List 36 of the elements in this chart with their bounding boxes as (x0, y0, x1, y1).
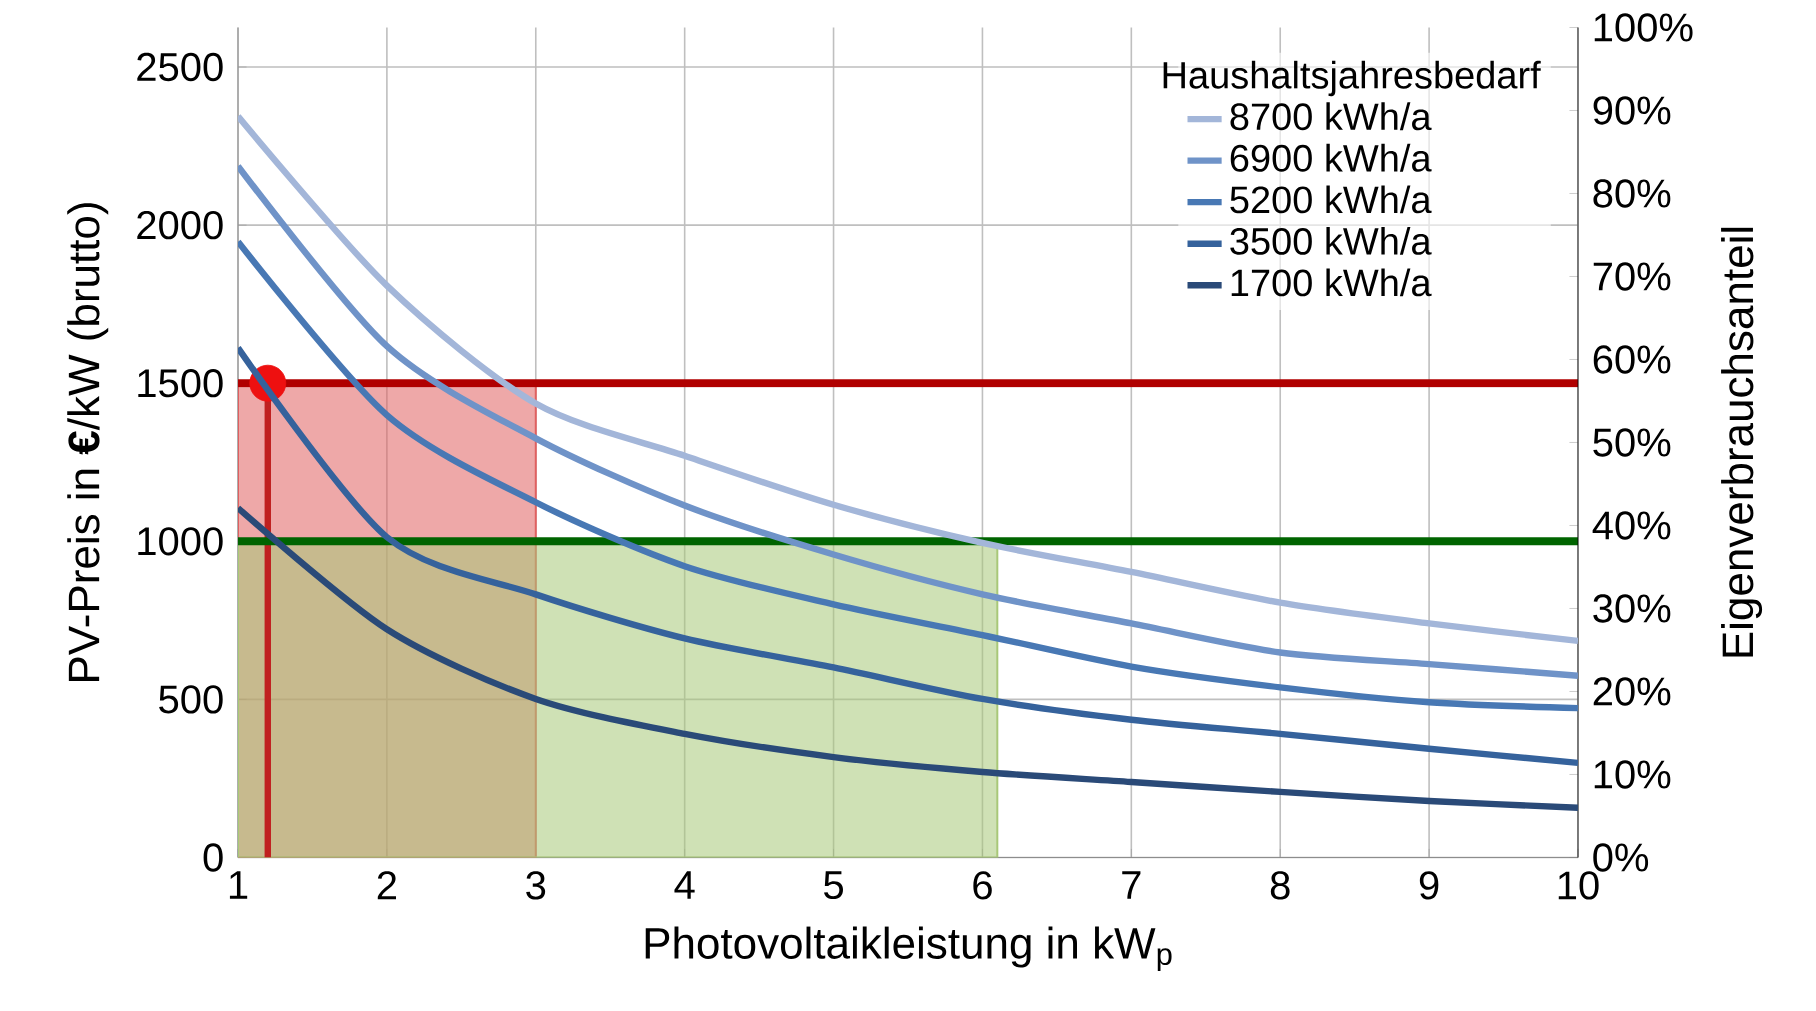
legend-label: 8700 kWh/a (1230, 102, 1432, 130)
x-tick-label: 6 (973, 871, 992, 900)
y-axis-title: PV-Preis in €/kW (brutto) (67, 202, 109, 681)
y2-tick-label: 100% (1594, 13, 1693, 42)
y-tick-label: 1500 (138, 368, 223, 398)
y2-tick-label: 10% (1594, 760, 1671, 789)
y-tick-label: 2500 (137, 52, 223, 81)
y2-tick-label: 30% (1593, 594, 1671, 623)
y2-tick-label: 80% (1593, 179, 1671, 208)
x-tick-label: 1 (229, 870, 248, 899)
legend-label: 6900 kWh/a (1230, 143, 1432, 172)
legend-label: 3500 kWh/a (1230, 226, 1432, 255)
y2-tick-label: 60% (1593, 345, 1671, 374)
y2-tick-label: 70% (1593, 262, 1671, 291)
x-tick-label: 9 (1419, 871, 1439, 900)
y-tick-label: 0 (203, 843, 223, 872)
x-tick-label: 8 (1270, 871, 1290, 900)
x-tick-label: 10 (1558, 871, 1599, 900)
x-tick-label: 3 (526, 871, 546, 900)
x-tick-label: 5 (824, 870, 844, 899)
y2-tick-label: 0% (1593, 843, 1649, 872)
y-tick-label: 2000 (137, 210, 223, 240)
x-tick-label: 7 (1122, 870, 1141, 899)
legend-title: Haushaltsjahresbedarf (1163, 60, 1541, 96)
x-tick-label: 2 (377, 871, 396, 899)
y2-tick-label: 20% (1593, 677, 1671, 706)
y2-tick-label: 50% (1593, 428, 1671, 457)
x-tick-label: 4 (674, 870, 695, 899)
y2-tick-label: 90% (1593, 96, 1671, 125)
x-axis-title: Photovoltaikleistung in kW$_{p}$ (645, 926, 1172, 971)
legend-label: 1700 kWh/a (1231, 268, 1432, 297)
y2-axis-title: Eigenverbrauchsanteil (1721, 227, 1763, 657)
legend-label: 5200 kWh/a (1230, 185, 1432, 214)
y-tick-label: 500 (159, 685, 223, 714)
y-tick-label: 1000 (138, 526, 223, 556)
y2-tick-label: 40% (1592, 511, 1671, 540)
